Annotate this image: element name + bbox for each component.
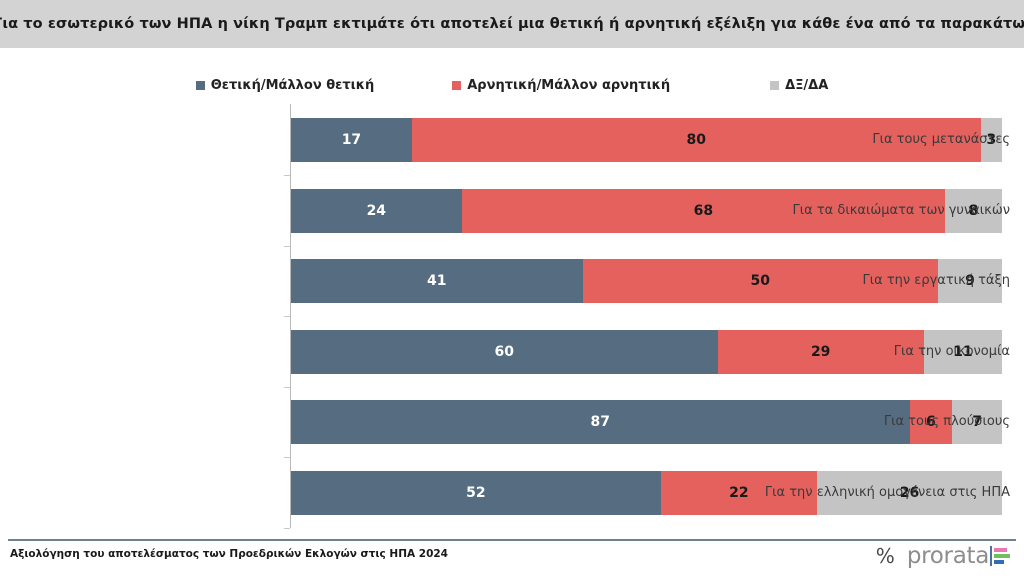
bar-value-label: 8 [968,202,979,219]
bar-row[interactable]: 52 22 26 [291,470,1002,515]
bar-row[interactable]: 24 68 8 [291,188,1002,233]
legend-label-positive: Θετική/Μάλλον θετική [210,77,375,93]
bar-segment-dk[interactable]: 11 [923,329,1002,374]
bar-segment-neg[interactable]: 68 [461,188,946,233]
axis-tick [284,457,290,458]
brand-mark-bar [994,548,1007,552]
axis-tick [284,386,290,388]
bar-row[interactable]: 60 29 11 [291,329,1002,374]
footer-divider [8,539,1016,541]
bar-value-label: 50 [750,273,770,289]
bar-value-label: 60 [494,343,515,360]
brand-logo: % prorata [876,543,1010,569]
bar-segment-pos[interactable]: 87 [291,400,910,444]
axis-tick [284,527,290,529]
axis-tick [284,245,290,247]
brand-mark-bar [994,560,1004,564]
bar-segment-pos[interactable]: 52 [291,470,661,515]
footer-source-note: Αξιολόγηση του αποτελέσματος των Προεδρι… [10,548,448,560]
bar-row[interactable]: 17 80 3 [291,118,1002,162]
legend-swatch-negative-icon [452,80,462,90]
legend-item-dk[interactable]: ΔΞ/ΔΑ [770,78,828,93]
bar-value-label: 6 [926,414,936,430]
bar-segment-pos[interactable]: 41 [291,259,583,303]
plot-area: 17 80 3 24 68 8 41 50 9 60 29 11 87 6 7 52 22 26 [284,104,1002,529]
bar-value-label: 7 [972,414,982,430]
category-label: Για τα δικαιώματα των γυναικών [792,202,1010,218]
bar-value-label: 52 [466,484,486,501]
bar-value-label: 24 [366,202,387,219]
percent-icon: % [875,544,895,568]
chart-legend: Θετική/Μάλλον θετική Αρνητική/Μάλλον αρνη… [0,72,1024,98]
bar-segment-dk[interactable]: 26 [817,470,1002,515]
bar-value-label: 3 [986,132,997,148]
bar-segment-dk[interactable]: 3 [980,118,1002,162]
bar-segment-pos[interactable]: 17 [291,118,412,162]
axis-tick [284,316,290,317]
category-label: Για την οικονομία [893,343,1010,359]
bar-value-label: 29 [810,343,831,360]
bar-segment-neg[interactable]: 50 [582,259,938,303]
bar-value-label: 41 [427,273,447,289]
bar-value-label: 17 [341,132,362,148]
bar-segment-pos[interactable]: 60 [291,329,718,374]
legend-swatch-dk-icon [770,80,780,90]
bar-value-label: 9 [965,273,975,289]
bar-segment-neg[interactable]: 22 [660,470,818,515]
bar-row[interactable]: 41 50 9 [291,259,1002,303]
category-label: Για τους πλούσιους [883,414,1010,429]
bar-segment-dk[interactable]: 9 [938,259,1002,303]
bar-value-label: 80 [686,132,706,148]
brand-mark-bar [994,554,1010,558]
category-label: Για τους μετανάστες [872,132,1010,147]
y-axis-line [290,104,291,528]
bar-value-label: 68 [693,202,714,219]
category-label: Για την ελληνική ομογένεια στις ΗΠΑ [764,484,1010,500]
bar-row[interactable]: 87 6 7 [291,400,1002,444]
legend-item-negative[interactable]: Αρνητική/Μάλλον αρνητική [452,78,670,93]
bar-value-label: 11 [953,343,973,360]
bar-segment-neg[interactable]: 29 [717,329,924,374]
bar-segment-pos[interactable]: 24 [291,188,462,233]
bar-value-label: 26 [899,484,920,501]
category-label: Για την εργατική τάξη [862,273,1011,288]
bar-segment-dk[interactable]: 7 [952,400,1002,444]
chart-header-band: Για το εσωτερικό των ΗΠΑ η νίκη Τραμπ εκ… [0,0,1024,48]
legend-swatch-positive-icon [195,80,205,90]
bar-value-label: 22 [729,484,749,501]
bar-segment-neg[interactable]: 6 [909,400,953,444]
legend-label-dk: ΔΞ/ΔΑ [785,77,829,93]
bar-value-label: 87 [590,414,611,430]
bar-segment-neg[interactable]: 80 [411,118,981,162]
legend-label-negative: Αρνητική/Μάλλον αρνητική [467,77,671,93]
bar-segment-dk[interactable]: 8 [945,188,1002,233]
legend-item-positive[interactable]: Θετική/Μάλλον θετική [195,77,375,93]
page-title: Για το εσωτερικό των ΗΠΑ η νίκη Τραμπ εκ… [0,16,1024,32]
bar-chart-icon [990,545,1010,567]
axis-tick [284,175,290,176]
brand-name-text: prorata [906,543,989,569]
